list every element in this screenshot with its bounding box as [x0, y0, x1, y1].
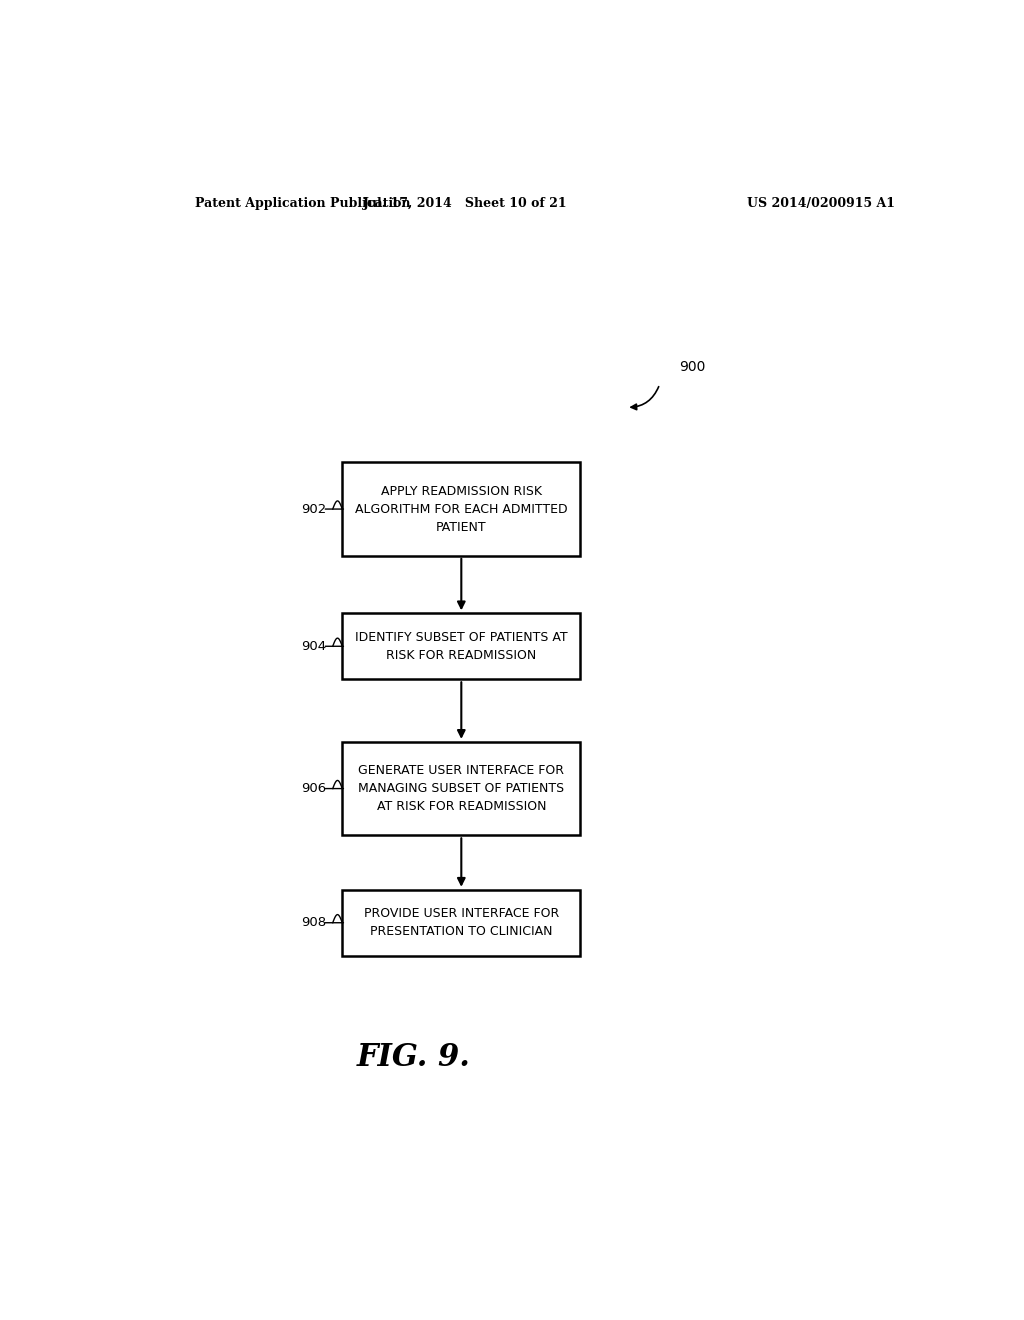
Text: IDENTIFY SUBSET OF PATIENTS AT
RISK FOR READMISSION: IDENTIFY SUBSET OF PATIENTS AT RISK FOR …: [355, 631, 567, 661]
Text: GENERATE USER INTERFACE FOR
MANAGING SUBSET OF PATIENTS
AT RISK FOR READMISSION: GENERATE USER INTERFACE FOR MANAGING SUB…: [358, 764, 564, 813]
Text: 900: 900: [680, 360, 706, 374]
FancyBboxPatch shape: [342, 742, 581, 836]
Text: APPLY READMISSION RISK
ALGORITHM FOR EACH ADMITTED
PATIENT: APPLY READMISSION RISK ALGORITHM FOR EAC…: [355, 484, 567, 533]
FancyBboxPatch shape: [342, 890, 581, 956]
Text: 908: 908: [301, 916, 327, 929]
Text: FIG. 9.: FIG. 9.: [356, 1043, 471, 1073]
Text: PROVIDE USER INTERFACE FOR
PRESENTATION TO CLINICIAN: PROVIDE USER INTERFACE FOR PRESENTATION …: [364, 907, 559, 939]
FancyBboxPatch shape: [342, 614, 581, 680]
FancyBboxPatch shape: [342, 462, 581, 556]
Text: Patent Application Publication: Patent Application Publication: [196, 197, 411, 210]
Text: 904: 904: [301, 640, 327, 653]
Text: 906: 906: [301, 781, 327, 795]
Text: 902: 902: [301, 503, 327, 516]
Text: Jul. 17, 2014   Sheet 10 of 21: Jul. 17, 2014 Sheet 10 of 21: [362, 197, 567, 210]
Text: US 2014/0200915 A1: US 2014/0200915 A1: [748, 197, 895, 210]
